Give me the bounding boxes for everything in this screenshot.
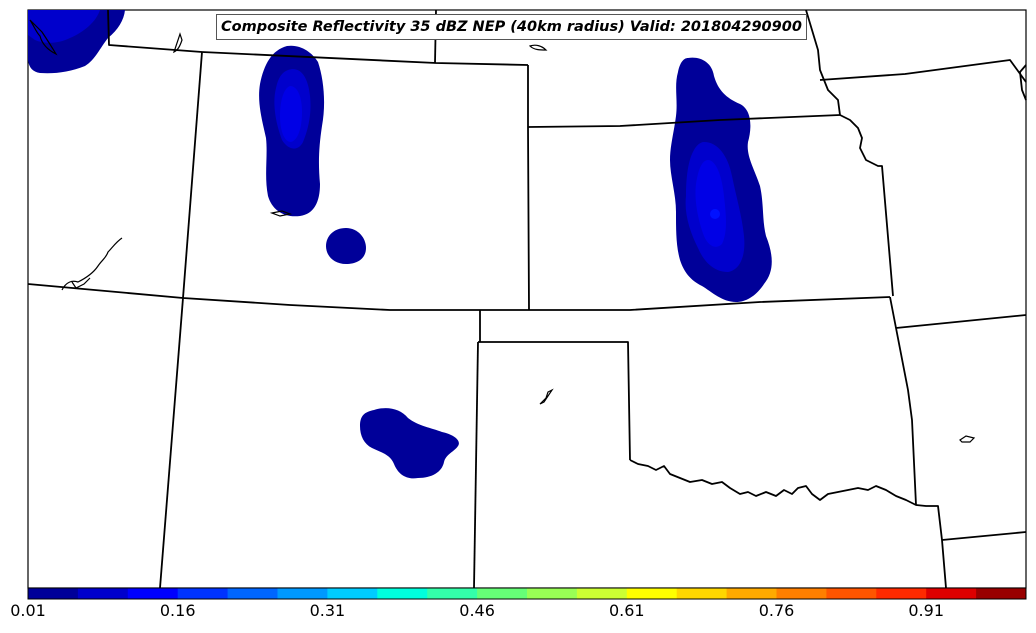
state-boundaries xyxy=(27,9,1027,589)
colorbar-tick-label: 0.91 xyxy=(908,601,944,620)
boundary-kansas-north xyxy=(529,296,891,311)
boundary-south-dakota-south xyxy=(527,114,841,128)
boundary-kansas-east xyxy=(889,296,917,506)
boundary-wyoming-north xyxy=(201,51,529,66)
boundary-iowa-north xyxy=(819,59,1027,83)
lake-missouri xyxy=(959,435,976,443)
lake-new-mexico xyxy=(539,388,554,405)
colorbar-segment xyxy=(377,588,428,599)
probability-region-small-round xyxy=(326,228,366,264)
colorbar-tick-label: 0.61 xyxy=(608,601,645,620)
map-title: Composite Reflectivity 35 dBZ NEP (40km … xyxy=(216,14,807,40)
colorbar-segment xyxy=(726,588,777,599)
boundary-wyoming-south xyxy=(27,283,529,311)
colorbar xyxy=(28,588,1027,599)
colorbar-segment xyxy=(227,588,278,599)
colorbar-tick-label: 0.31 xyxy=(309,601,346,620)
boundary-iowa-east xyxy=(1019,64,1027,101)
colorbar-frame xyxy=(27,587,1027,600)
boundary-minnesota-west xyxy=(805,9,841,116)
lake-south-dakota xyxy=(528,44,548,51)
boundary-arkansas-south xyxy=(941,531,1027,541)
colorbar-segment xyxy=(28,588,79,599)
colorbar-segment xyxy=(177,588,229,599)
plot-frame xyxy=(27,9,1027,589)
probability-region-kansas-peak xyxy=(695,160,726,247)
colorbar-segment xyxy=(676,588,728,599)
colorbar-segment xyxy=(77,588,129,599)
probability-region-new-mexico xyxy=(360,408,459,479)
colorbar-segment xyxy=(477,588,528,599)
boundary-oklahoma-panhandle xyxy=(478,341,631,461)
boundary-missouri-river xyxy=(839,114,894,297)
lake-montana xyxy=(172,32,183,54)
boundary-wyoming-west xyxy=(182,51,203,299)
probability-region-kansas-max xyxy=(710,209,720,219)
colorbar-segment xyxy=(527,588,578,599)
boundary-utah-east xyxy=(159,297,184,589)
colorbar-tick-label: 0.46 xyxy=(459,601,495,620)
colorbar-segment xyxy=(826,588,877,599)
colorbar-segment xyxy=(926,588,977,599)
colorbar-segment xyxy=(327,588,378,599)
lakes-and-coastlines xyxy=(29,19,976,443)
colorbar-segment xyxy=(876,588,927,599)
lake-northwest xyxy=(29,19,58,56)
colorbar-segment xyxy=(277,588,328,599)
colorbar-segment xyxy=(976,588,1027,599)
great-salt-lake xyxy=(61,237,123,291)
probability-region-northwest-core xyxy=(28,10,100,43)
lake-wyoming xyxy=(269,210,293,217)
colorbar-tick-label: 0.01 xyxy=(10,601,46,620)
boundary-red-river xyxy=(629,459,947,589)
probability-region-wyoming-peak xyxy=(280,86,302,142)
colorbar-segment xyxy=(626,588,678,599)
boundary-new-mexico-east xyxy=(473,341,479,589)
colorbar-segment xyxy=(427,588,478,599)
colorbar-tick-label: 0.76 xyxy=(758,601,795,620)
boundary-missouri-south xyxy=(895,314,1027,329)
colorbar-segment xyxy=(576,588,628,599)
colorbar-tick-label: 0.16 xyxy=(159,601,196,620)
boundary-montana-south xyxy=(107,9,203,53)
boundary-wyoming-east xyxy=(527,65,530,311)
colorbar-segment xyxy=(776,588,827,599)
colorbar-segment xyxy=(127,588,179,599)
